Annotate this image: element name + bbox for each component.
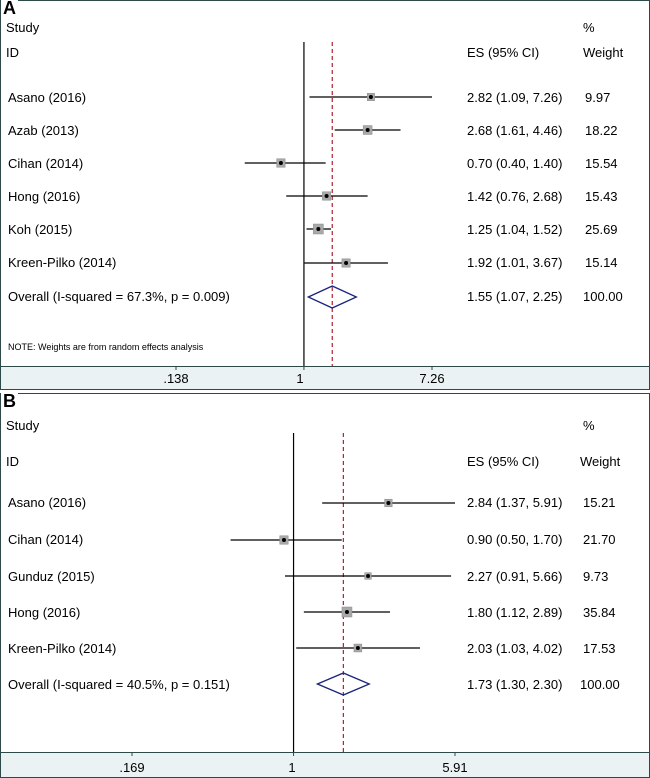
point-estimate — [355, 646, 360, 650]
study-es: 1.92 (1.01, 3.67) — [467, 255, 563, 270]
point-estimate — [316, 227, 321, 231]
study-weight: 9.97 — [585, 90, 611, 105]
study-weight: 17.53 — [583, 641, 616, 656]
study-weight: 25.69 — [585, 222, 618, 237]
overall-label: Overall (I-squared = 67.3%, p = 0.009) — [8, 289, 230, 304]
header-study: Study — [6, 20, 40, 35]
study-weight: 18.22 — [585, 123, 618, 138]
overall-diamond — [315, 672, 371, 696]
point-estimate — [386, 501, 391, 505]
study-label: Hong (2016) — [8, 605, 81, 620]
study-weight: 21.70 — [583, 532, 616, 547]
point-estimate — [278, 161, 283, 165]
study-weight: 15.21 — [583, 495, 616, 510]
study-label: Hong (2016) — [8, 189, 81, 204]
study-weight: 15.43 — [585, 189, 618, 204]
plot-frame-b — [0, 393, 650, 778]
x-tick-label: .169 — [119, 760, 145, 775]
header-weight: Weight — [580, 454, 621, 469]
overall-weight: 100.00 — [583, 289, 623, 304]
forest-plot-a: A Study % ID ES (95% CI) Weight Asano (2… — [0, 0, 650, 390]
header-id: ID — [6, 45, 19, 60]
point-estimate — [344, 261, 349, 265]
header-id: ID — [6, 454, 19, 469]
study-es: 1.25 (1.04, 1.52) — [467, 222, 563, 237]
panel-label-a: A — [1, 0, 18, 19]
point-estimate — [365, 128, 370, 132]
point-estimate — [366, 574, 371, 578]
study-es: 2.84 (1.37, 5.91) — [467, 495, 563, 510]
x-tick-label: .138 — [163, 371, 189, 386]
note-text: NOTE: Weights are from random effects an… — [8, 342, 204, 352]
study-label: Azab (2013) — [8, 123, 79, 138]
overall-diamond — [306, 285, 358, 309]
overall-es: 1.73 (1.30, 2.30) — [467, 677, 563, 692]
header-percent: % — [583, 20, 595, 35]
study-es: 1.42 (0.76, 2.68) — [467, 189, 563, 204]
header-es: ES (95% CI) — [467, 45, 540, 60]
study-es: 0.70 (0.40, 1.40) — [467, 156, 563, 171]
study-label: Koh (2015) — [8, 222, 73, 237]
header-percent: % — [583, 418, 595, 433]
x-tick-label: 5.91 — [442, 760, 468, 775]
study-es: 2.27 (0.91, 5.66) — [467, 569, 563, 584]
header-study: Study — [6, 418, 40, 433]
study-es: 0.90 (0.50, 1.70) — [467, 532, 563, 547]
study-label: Cihan (2014) — [8, 532, 84, 547]
header-es: ES (95% CI) — [467, 454, 540, 469]
point-estimate — [324, 194, 329, 198]
study-label: Asano (2016) — [8, 495, 87, 510]
forest-marks-b — [131, 433, 456, 756]
point-estimate — [344, 610, 349, 614]
study-weight: 15.14 — [585, 255, 618, 270]
x-tick-label: 1 — [288, 760, 296, 775]
study-label: Kreen-Pilko (2014) — [8, 641, 117, 656]
header-weight: Weight — [583, 45, 624, 60]
study-es: 2.82 (1.09, 7.26) — [467, 90, 563, 105]
forest-marks-a — [175, 42, 433, 370]
point-estimate — [368, 95, 373, 99]
overall-label: Overall (I-squared = 40.5%, p = 0.151) — [8, 677, 230, 692]
study-es: 1.80 (1.12, 2.89) — [467, 605, 563, 620]
point-estimate — [281, 538, 286, 542]
study-weight: 15.54 — [585, 156, 618, 171]
forest-plot-b: B Study % ID ES (95% CI) Weight Asano (2… — [0, 391, 650, 778]
study-weight: 9.73 — [583, 569, 609, 584]
x-tick-label: 1 — [296, 371, 304, 386]
study-label: Asano (2016) — [8, 90, 87, 105]
study-es: 2.03 (1.03, 4.02) — [467, 641, 563, 656]
overall-es: 1.55 (1.07, 2.25) — [467, 289, 563, 304]
axis-band-a — [1, 366, 649, 389]
study-label: Gunduz (2015) — [8, 569, 95, 584]
panel-label-b: B — [1, 391, 18, 412]
study-label: Kreen-Pilko (2014) — [8, 255, 117, 270]
study-label: Cihan (2014) — [8, 156, 84, 171]
overall-weight: 100.00 — [580, 677, 620, 692]
study-weight: 35.84 — [583, 605, 616, 620]
x-tick-label: 7.26 — [419, 371, 445, 386]
study-es: 2.68 (1.61, 4.46) — [467, 123, 563, 138]
axis-band-b — [1, 752, 649, 777]
